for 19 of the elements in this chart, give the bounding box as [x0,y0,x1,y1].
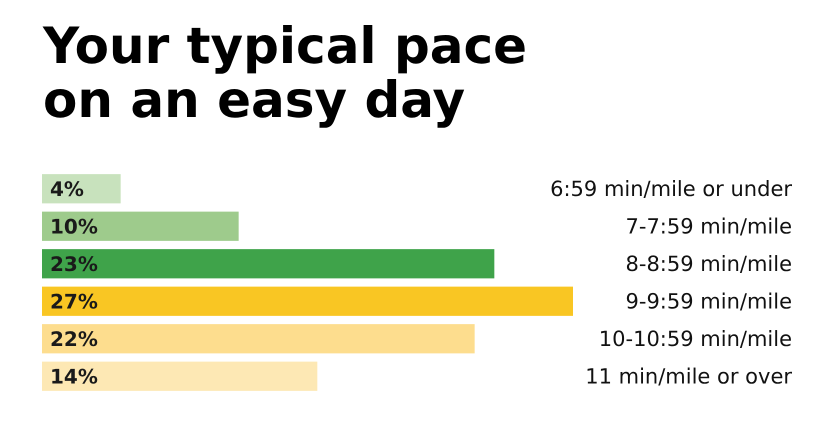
y-tick-label: 7-7:59 min/mile [626,214,792,238]
data-label: 27% [50,289,98,314]
chart-title: Your typical pace on an easy day [42,17,528,129]
bar [42,286,573,316]
data-label: 14% [50,364,98,388]
bar [42,362,318,391]
bar [42,174,121,204]
data-label: 10% [50,214,98,238]
data-label: 4% [50,176,84,201]
y-tick-label: 11 min/mile or over [585,364,792,388]
bar [42,212,239,241]
y-tick-label: 9-9:59 min/mile [626,289,792,314]
data-label: 23% [50,252,98,276]
y-tick-label: 10-10:59 min/mile [598,326,792,351]
bar [42,324,475,354]
y-tick-label: 6:59 min/mile or under [550,176,792,201]
y-tick-label: 8-8:59 min/mile [626,252,792,276]
bar [42,249,494,278]
data-label: 22% [50,326,98,351]
